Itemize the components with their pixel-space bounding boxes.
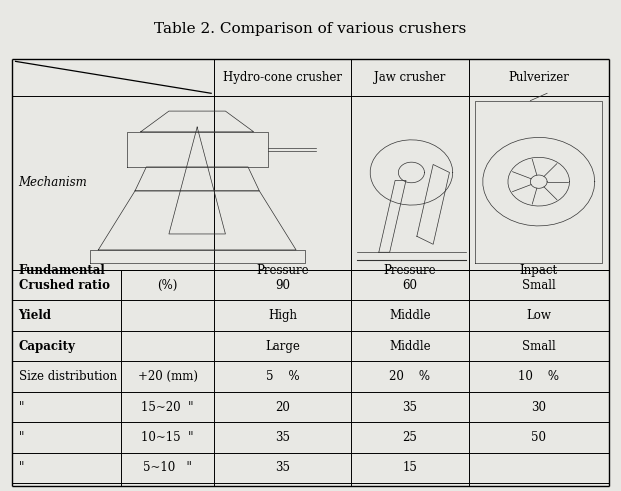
Text: 35: 35 (275, 431, 290, 444)
Text: 10~15  ": 10~15 " (142, 431, 194, 444)
Text: 5~10   ": 5~10 " (143, 462, 192, 474)
Text: 30: 30 (531, 401, 546, 413)
Text: Inpact: Inpact (520, 264, 558, 276)
Text: Small: Small (522, 340, 556, 353)
Text: Yield: Yield (19, 309, 52, 322)
Text: +20 (mm): +20 (mm) (138, 370, 197, 383)
Text: Middle: Middle (389, 340, 431, 353)
Text: 35: 35 (402, 401, 417, 413)
Text: ": " (19, 401, 24, 413)
Text: 10    %: 10 % (518, 370, 560, 383)
Text: Pressure: Pressure (384, 264, 436, 276)
Text: 25: 25 (402, 431, 417, 444)
Text: Capacity: Capacity (19, 340, 76, 353)
Text: ": " (19, 462, 24, 474)
Text: Jaw crusher: Jaw crusher (374, 71, 445, 84)
Text: Fundamental: Fundamental (19, 264, 106, 276)
Text: Low: Low (526, 309, 551, 322)
Text: 90: 90 (275, 279, 290, 292)
Text: Mechanism: Mechanism (19, 176, 88, 190)
Text: 5    %: 5 % (266, 370, 299, 383)
Text: 60: 60 (402, 279, 417, 292)
Text: 20: 20 (275, 401, 290, 413)
Text: Middle: Middle (389, 309, 431, 322)
Text: Size distribution: Size distribution (19, 370, 117, 383)
Text: Pulverizer: Pulverizer (508, 71, 569, 84)
Text: (%): (%) (158, 279, 178, 292)
Text: 15~20  ": 15~20 " (142, 401, 194, 413)
Text: Large: Large (265, 340, 300, 353)
Text: High: High (268, 309, 297, 322)
Text: 20    %: 20 % (389, 370, 430, 383)
Text: Hydro-cone crusher: Hydro-cone crusher (223, 71, 342, 84)
Text: Table 2. Comparison of various crushers: Table 2. Comparison of various crushers (155, 22, 466, 36)
Text: 15: 15 (402, 462, 417, 474)
Text: ": " (19, 431, 24, 444)
Text: Pressure: Pressure (256, 264, 309, 276)
Text: Crushed ratio: Crushed ratio (19, 279, 110, 292)
Text: Small: Small (522, 279, 556, 292)
Text: 35: 35 (275, 462, 290, 474)
Text: 50: 50 (531, 431, 546, 444)
